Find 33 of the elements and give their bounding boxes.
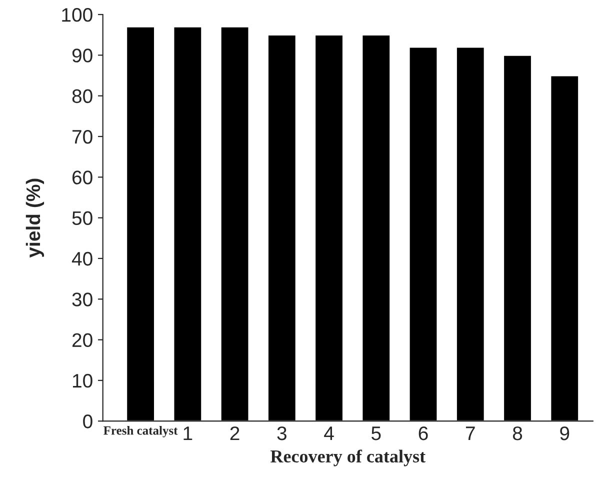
y-tick-label: 60: [72, 170, 92, 184]
x-axis-title: Recovery of catalyst: [270, 450, 426, 466]
y-tick-label: 70: [72, 130, 92, 144]
x-tick-label: 9: [560, 426, 570, 440]
x-tick-label: 4: [324, 426, 334, 440]
y-tick-label: 30: [72, 292, 92, 306]
bar: [502, 54, 532, 422]
bar: [267, 34, 297, 422]
y-tick-label: 40: [72, 252, 92, 266]
bar: [361, 34, 391, 422]
bar: [456, 46, 486, 422]
x-tick-label: 6: [418, 426, 428, 440]
y-tick-label: 50: [72, 211, 92, 226]
y-tick-label: 100: [62, 8, 92, 22]
x-tick-label: 2: [230, 426, 240, 440]
x-tick-label: 1: [184, 426, 192, 440]
y-tick-label: 0: [83, 414, 92, 428]
bar: [408, 46, 438, 422]
y-tick-label: 90: [72, 48, 92, 62]
y-tick-label: 10: [72, 374, 92, 388]
x-tick-label: 7: [466, 426, 475, 440]
x-tick-label: Fresh catalyst: [104, 426, 178, 438]
bar: [550, 74, 580, 422]
bar: [314, 34, 344, 422]
bar: [220, 26, 250, 422]
y-tick-label: 20: [72, 333, 92, 348]
x-tick-label: 5: [372, 426, 381, 440]
y-tick-label: 80: [72, 89, 92, 104]
x-tick-label: 3: [277, 426, 286, 440]
bar: [126, 26, 156, 422]
bar: [172, 26, 202, 422]
x-tick-label: 8: [512, 426, 522, 440]
y-axis-title: yield (%): [26, 178, 44, 258]
